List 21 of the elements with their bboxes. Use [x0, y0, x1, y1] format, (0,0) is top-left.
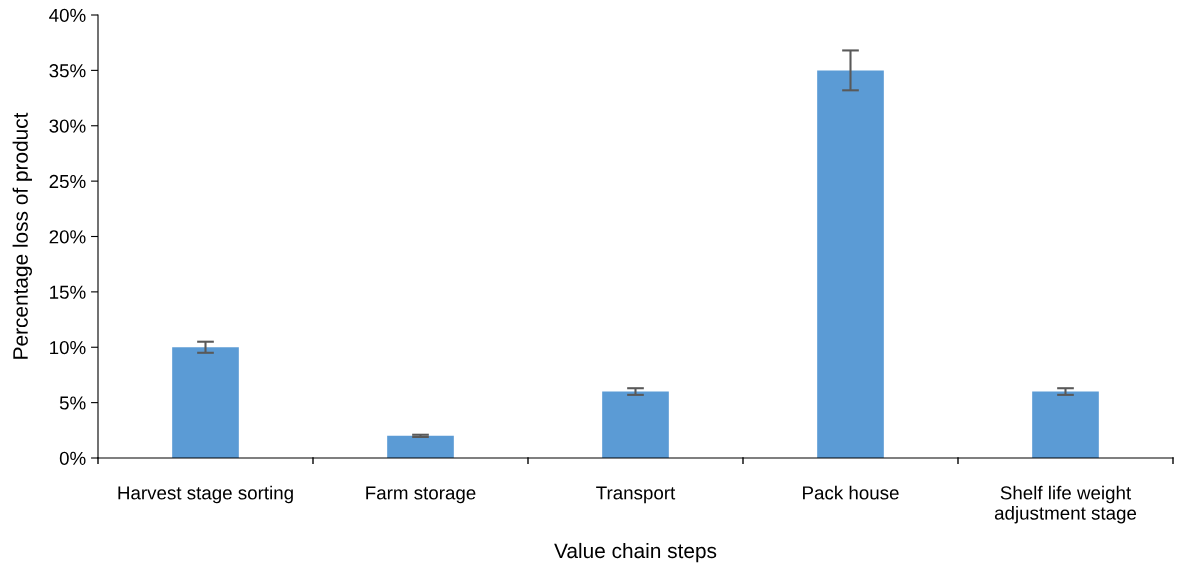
- bar: [602, 391, 669, 458]
- y-tick-label: 30%: [49, 119, 86, 133]
- x-tick-label: Transport: [596, 486, 676, 504]
- y-tick-label: 15%: [50, 285, 86, 299]
- y-axis-title: Percentage loss of product: [12, 112, 32, 359]
- y-tick-label: 5%: [59, 396, 86, 410]
- x-axis-title: Value chain steps: [554, 542, 717, 563]
- y-tick-label: 0%: [59, 451, 86, 465]
- y-tick-label: 25%: [49, 174, 86, 189]
- y-tick-label: 35%: [49, 64, 86, 78]
- y-tick-label: 10%: [50, 340, 86, 355]
- x-tick-label: Pack house: [803, 485, 899, 500]
- x-tick-label: Shelf life weight adjustment stage: [994, 485, 1137, 524]
- y-tick-label: 20%: [49, 230, 86, 244]
- bar: [817, 70, 884, 458]
- bar: [387, 435, 454, 458]
- y-tick-label: 40%: [49, 8, 86, 22]
- x-tick-label: Harvest stage sorting: [118, 485, 293, 504]
- x-tick-label: Farm storage: [366, 486, 476, 504]
- bar: [172, 347, 239, 458]
- bar: [1032, 391, 1099, 458]
